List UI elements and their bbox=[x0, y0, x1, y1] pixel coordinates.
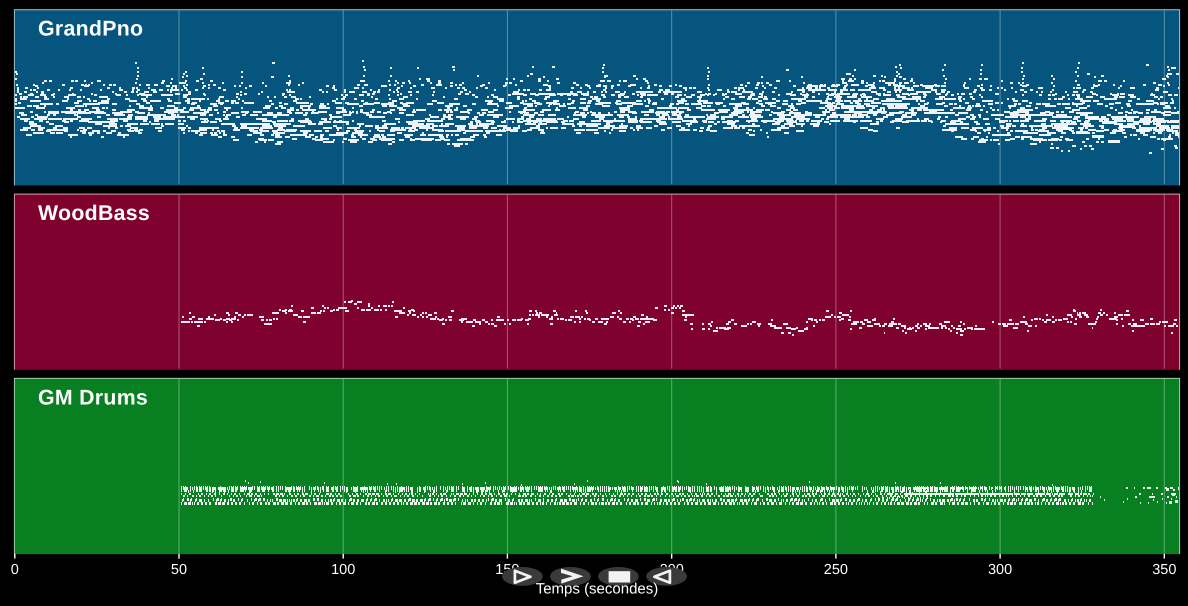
svg-text:50: 50 bbox=[171, 562, 187, 578]
svg-text:250: 250 bbox=[824, 562, 848, 578]
svg-text:WoodBass: WoodBass bbox=[38, 201, 150, 225]
svg-text:0: 0 bbox=[11, 562, 19, 578]
svg-text:300: 300 bbox=[988, 562, 1012, 578]
svg-text:Temps (secondes): Temps (secondes) bbox=[536, 580, 659, 597]
svg-text:350: 350 bbox=[1152, 562, 1176, 578]
svg-text:GrandPno: GrandPno bbox=[38, 17, 143, 41]
svg-text:GM Drums: GM Drums bbox=[38, 385, 148, 409]
svg-text:100: 100 bbox=[331, 562, 355, 578]
